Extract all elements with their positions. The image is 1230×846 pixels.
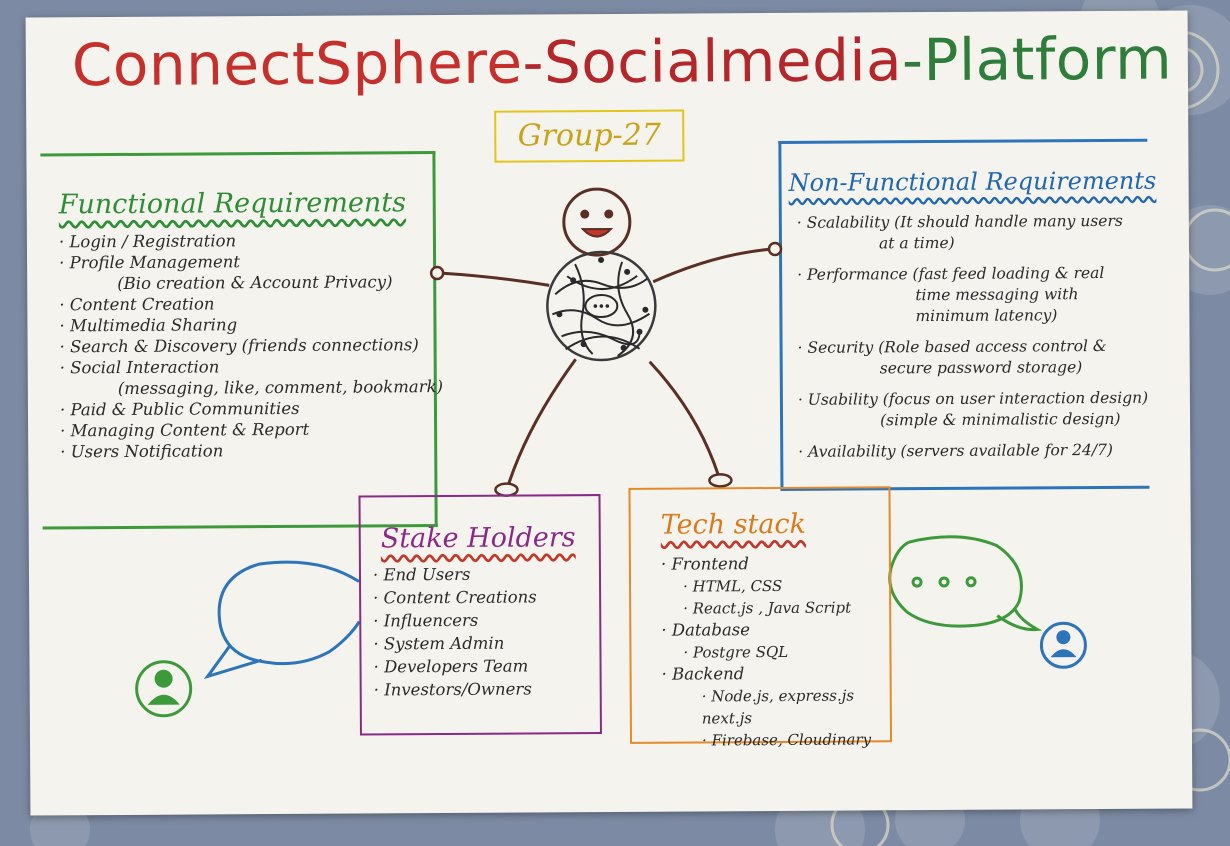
list-item: time messaging with [915, 285, 1079, 305]
list-item: · Social Interaction [59, 357, 220, 378]
list-item: · Postgre SQL [683, 642, 789, 662]
list-item: · Paid & Public Communities [59, 398, 300, 420]
list-item: · Scalability (It should handle many use… [796, 211, 1123, 232]
list-item: · HTML, CSS [683, 576, 783, 596]
poster-paper: ConnectSphere-Socialmedia-Platform Group… [25, 10, 1193, 816]
list-item: · Multimedia Sharing [59, 315, 238, 336]
list-item: · Profile Management [59, 252, 241, 273]
list-item: · Managing Content & Report [60, 419, 310, 441]
list-item: · Investors/Owners [373, 679, 532, 700]
list-item: · React.js , Java Script [683, 598, 852, 618]
list-item: at a time) [878, 233, 955, 253]
list-item: next.js [701, 709, 753, 728]
tech-category-database: · Database [661, 620, 751, 640]
user-avatar-icon [1039, 621, 1087, 669]
list-item: minimum latency) [915, 306, 1058, 326]
stakeholders-list: · End Users · Content Creations · Influe… [373, 562, 537, 701]
list-item: · Content Creations [373, 587, 537, 608]
list-item: (simple & minimalistic design) [879, 409, 1121, 430]
list-item: · Developers Team [373, 656, 529, 677]
tech-stack-heading: Tech stack [660, 508, 807, 541]
non-functional-requirements-heading: Non-Functional Requirements [788, 166, 1157, 197]
functional-requirements-heading: Functional Requirements [58, 187, 407, 221]
list-item: · End Users [372, 564, 471, 585]
list-item: (messaging, like, comment, bookmark) [117, 377, 444, 398]
functional-requirements-list: · Login / Registration · Profile Managem… [59, 229, 444, 462]
globe-network-icon [546, 250, 657, 362]
list-item: · Login / Registration [58, 231, 237, 252]
list-item: · Node.js, express.js [701, 686, 855, 706]
tech-category-backend: · Backend [661, 664, 745, 684]
list-item: · System Admin [373, 633, 505, 654]
non-functional-requirements-list: · Scalability (It should handle many use… [797, 211, 1149, 463]
smiley-face-icon [562, 187, 632, 257]
tech-stack-list: · Frontend · HTML, CSS · React.js , Java… [661, 552, 871, 751]
list-item: · Content Creation [59, 294, 215, 315]
list-item: · Search & Discovery (friends connection… [59, 335, 419, 357]
list-item: · Performance (fast feed loading & real [797, 263, 1105, 284]
stick-figure-illustration [135, 187, 1087, 718]
list-item: secure password storage) [879, 358, 1083, 378]
stakeholders-heading: Stake Holders [380, 522, 576, 555]
list-item: · Usability (focus on user interaction d… [797, 388, 1149, 409]
chat-bubble-icon [584, 294, 619, 319]
list-item: (Bio creation & Account Privacy) [117, 272, 393, 294]
user-avatar-icon [135, 660, 193, 718]
list-item: · Users Notification [60, 441, 224, 462]
list-item: · Security (Role based access control & [797, 336, 1107, 357]
tech-category-frontend: · Frontend [660, 554, 749, 574]
list-item: · Firebase, Cloudinary [701, 730, 872, 750]
list-item: · Influencers [373, 610, 479, 631]
list-item: · Availability (servers available for 24… [798, 440, 1114, 461]
